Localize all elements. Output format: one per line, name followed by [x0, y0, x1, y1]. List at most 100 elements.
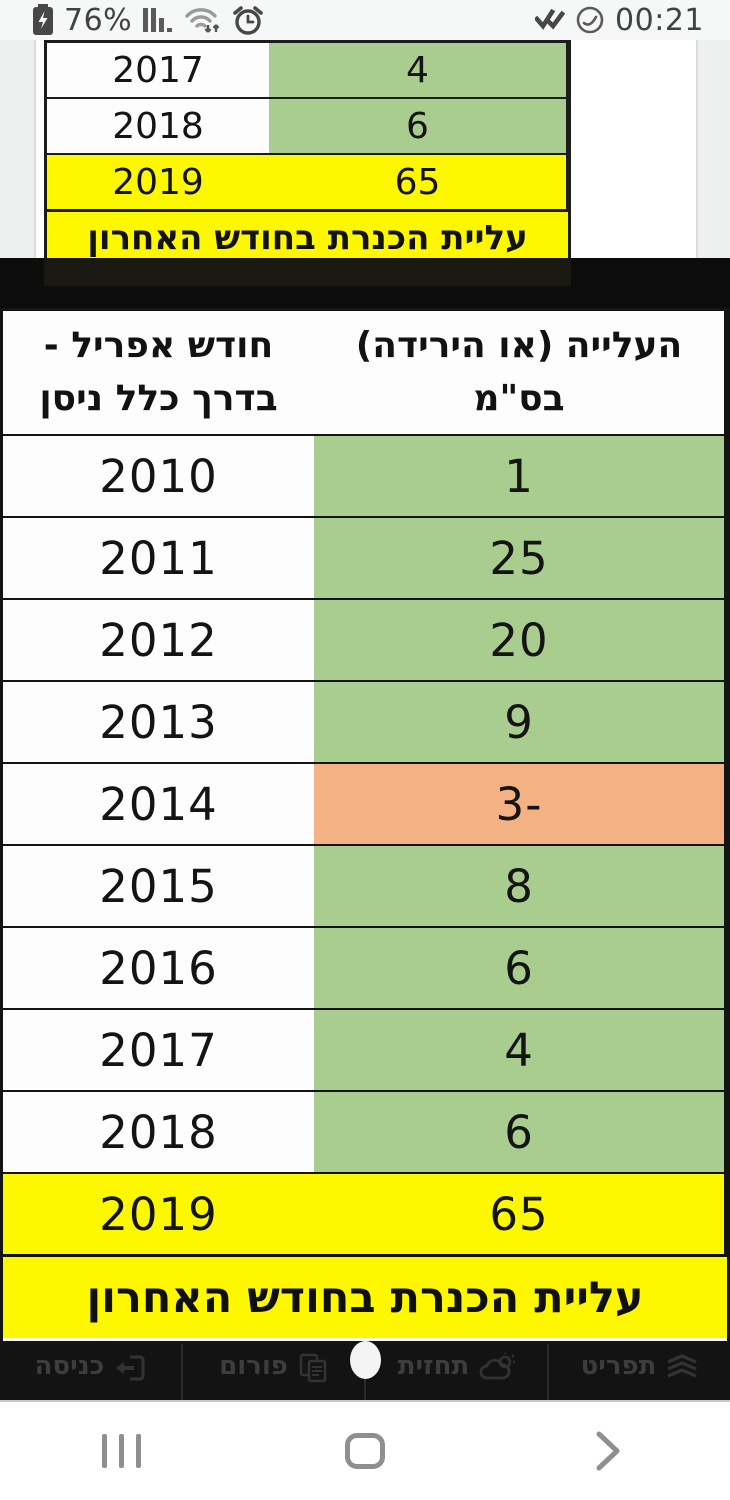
signal-strength-icon: [142, 6, 174, 34]
value-cell: 6: [314, 928, 727, 1008]
year-cell: 2019: [3, 1174, 314, 1254]
recents-button[interactable]: [0, 1434, 243, 1468]
battery-percent: 76%: [64, 2, 133, 38]
bottom-toolbar: תפריט תחזית פורום: [0, 1341, 730, 1402]
layers-icon: [666, 1353, 698, 1381]
rise-value: 1: [504, 449, 534, 503]
page-margin-right: [696, 40, 730, 258]
rise-value: 25: [489, 531, 549, 585]
table-row: 6 2016: [3, 926, 727, 1008]
home-icon: [344, 1433, 385, 1469]
top-scrolled-section: 4 2017 6 2018 65 2019 עליית הכנרת בחודש …: [0, 40, 730, 258]
year-value: 2011: [99, 531, 218, 585]
value-cell: 1: [314, 436, 727, 516]
rise-value: 8: [504, 859, 534, 913]
value-cell: 65: [314, 1174, 727, 1254]
table-row: 9 2013: [3, 680, 727, 762]
value-cell: 4: [314, 1010, 727, 1090]
status-right-cluster: 00:21: [535, 3, 704, 38]
double-check-icon: [535, 7, 566, 33]
android-nav-bar: [0, 1402, 730, 1500]
table-row: 6 2018: [47, 99, 568, 155]
toolbar-item-forecast[interactable]: תחזית: [366, 1344, 549, 1400]
year-cell: 2015: [3, 846, 314, 926]
year-cell: 2010: [3, 436, 314, 516]
battery-charging-icon: [32, 4, 54, 36]
back-button[interactable]: [487, 1430, 730, 1472]
toolbar-item-forum[interactable]: פורום: [183, 1344, 366, 1400]
wifi-icon: [184, 5, 222, 35]
table-row: -3 2014: [3, 762, 727, 844]
value-cell: 6: [269, 99, 568, 153]
value-cell: 4: [269, 43, 568, 97]
alarm-icon: [232, 4, 264, 36]
rise-value: 65: [489, 1187, 549, 1241]
table-row: 4 2017: [47, 43, 568, 99]
year-value: 2010: [99, 449, 218, 503]
year-cell: 2019: [47, 155, 269, 209]
year-value: 2019: [99, 1187, 218, 1241]
rise-value: 6: [504, 941, 534, 995]
status-left-cluster: 76%: [32, 3, 264, 38]
content-divider-band: [0, 258, 730, 308]
clock-time: 00:21: [615, 2, 704, 38]
value-cell: 6: [314, 1092, 727, 1172]
year-value: 2017: [99, 1023, 218, 1077]
status-bar: 76%: [0, 0, 730, 40]
page-indicator-dot: [350, 1341, 381, 1379]
year-cell: 2013: [3, 682, 314, 762]
header-year-col: חודש אפריל - בדרך כלל ניסן: [3, 311, 314, 434]
table-row: 8 2015: [3, 844, 727, 926]
year-value: 2016: [99, 941, 218, 995]
page-margin-left: [0, 40, 36, 258]
rise-value: -3: [495, 777, 543, 831]
year-cell: 2016: [3, 928, 314, 1008]
table-row: 1 2010: [3, 434, 727, 516]
year-cell: 2014: [3, 764, 314, 844]
toolbar-item-login[interactable]: כניסה: [0, 1344, 183, 1400]
year-value: 2015: [99, 859, 218, 913]
year-value: 2012: [99, 613, 218, 667]
forum-icon: [298, 1353, 328, 1383]
table-row: 25 2011: [3, 516, 727, 598]
value-cell: 20: [314, 600, 727, 680]
toolbar-item-menu[interactable]: תפריט: [549, 1344, 730, 1400]
back-chevron-icon: [595, 1430, 621, 1472]
table-row: 6 2018: [3, 1090, 727, 1172]
header-value-col: העלייה (או הירידה) בס"מ: [314, 311, 727, 434]
table-row: 65 2019: [47, 155, 568, 211]
home-button[interactable]: [243, 1433, 486, 1469]
cut-row-sliver: [47, 40, 568, 43]
value-cell: 9: [314, 682, 727, 762]
rise-value: 9: [504, 695, 534, 749]
year-cell: 2017: [3, 1010, 314, 1090]
main-table: העלייה (או הירידה) בס"מ חודש אפריל - בדר…: [0, 308, 730, 1344]
top-table: 4 2017 6 2018 65 2019 עליית הכנרת בחודש …: [44, 40, 571, 258]
year-cell: 2012: [3, 600, 314, 680]
year-value: 2014: [99, 777, 218, 831]
rise-value: 6: [504, 1105, 534, 1159]
year-cell: 2018: [47, 99, 269, 153]
value-cell: 8: [314, 846, 727, 926]
year-value: 2018: [99, 1105, 218, 1159]
year-value: 2013: [99, 695, 218, 749]
weather-icon: [479, 1353, 516, 1381]
rise-value: 4: [504, 1023, 534, 1077]
table-row: 20 2012: [3, 598, 727, 680]
login-icon: [114, 1353, 146, 1383]
main-table-footer: עליית הכנרת בחודש האחרון: [3, 1254, 727, 1338]
recents-icon: [102, 1434, 142, 1468]
main-table-body: 1 2010 25 2011 20 2012 9 2013 -3 2014 8 …: [3, 434, 727, 1254]
table-row: 65 2019: [3, 1172, 727, 1254]
year-cell: 2018: [3, 1092, 314, 1172]
dimmed-footer-ghost: [44, 258, 571, 286]
value-cell: 25: [314, 518, 727, 598]
table-footer: עליית הכנרת בחודש האחרון: [47, 211, 568, 258]
rise-value: 20: [489, 613, 549, 667]
year-cell: 2011: [3, 518, 314, 598]
call-forward-icon: [575, 5, 605, 35]
value-cell: -3: [314, 764, 727, 844]
table-row: 4 2017: [3, 1008, 727, 1090]
value-cell: 65: [269, 155, 568, 209]
